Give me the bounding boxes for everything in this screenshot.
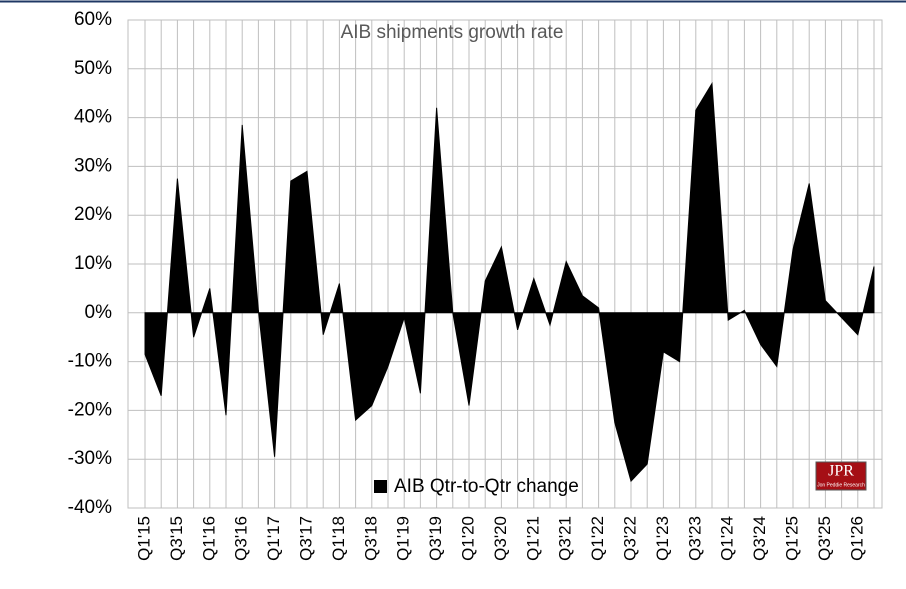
x-tick-label: Q1'18 (329, 516, 348, 561)
x-tick-label: Q3'20 (491, 516, 510, 561)
x-tick-label: Q1'26 (847, 516, 866, 561)
x-tick-label: Q3'15 (167, 516, 186, 561)
x-tick-label: Q1'24 (718, 516, 737, 561)
x-tick-label: Q3'21 (556, 516, 575, 561)
x-tick-label: Q3'25 (815, 516, 834, 561)
y-tick-label: -30% (68, 448, 112, 469)
x-tick-label: Q3'19 (426, 516, 445, 561)
legend-label: AIB Qtr-to-Qtr change (394, 476, 579, 497)
y-tick-label: -40% (68, 497, 112, 518)
y-tick-label: 60% (74, 9, 112, 30)
logo-box (815, 461, 867, 491)
x-tick-label: Q1'25 (782, 516, 801, 561)
x-tick-label: Q3'23 (685, 516, 704, 561)
x-tick-label: Q1'16 (199, 516, 218, 561)
y-tick-label: 10% (74, 253, 112, 274)
x-tick-label: Q1'20 (458, 516, 477, 561)
x-tick-label: Q1'15 (134, 516, 153, 561)
y-tick-label: 20% (74, 204, 112, 225)
y-tick-label: 40% (74, 107, 112, 128)
y-tick-label: 0% (85, 302, 113, 323)
x-tick-label: Q1'19 (394, 516, 413, 561)
x-tick-label: Q3'22 (620, 516, 639, 561)
x-tick-label: Q3'18 (361, 516, 380, 561)
x-tick-label: Q3'17 (296, 516, 315, 561)
y-tick-label: -10% (68, 351, 112, 372)
x-tick-label: Q3'16 (232, 516, 251, 561)
y-tick-label: 30% (74, 155, 112, 176)
logo-text: JPR (828, 463, 854, 480)
y-tick-label: -20% (68, 399, 112, 420)
area (144, 81, 875, 483)
x-tick-label: Q1'23 (653, 516, 672, 561)
x-tick-label: Q1'21 (523, 516, 542, 561)
y-tick-label: 50% (74, 58, 112, 79)
chart-title: AIB shipments growth rate (341, 22, 564, 43)
legend-swatch (374, 480, 387, 493)
logo-subtext: Jon Peddie Research (817, 482, 865, 488)
x-tick-label: Q3'24 (750, 516, 769, 561)
x-tick-label: Q1'22 (588, 516, 607, 561)
x-tick-label: Q1'17 (264, 516, 283, 561)
